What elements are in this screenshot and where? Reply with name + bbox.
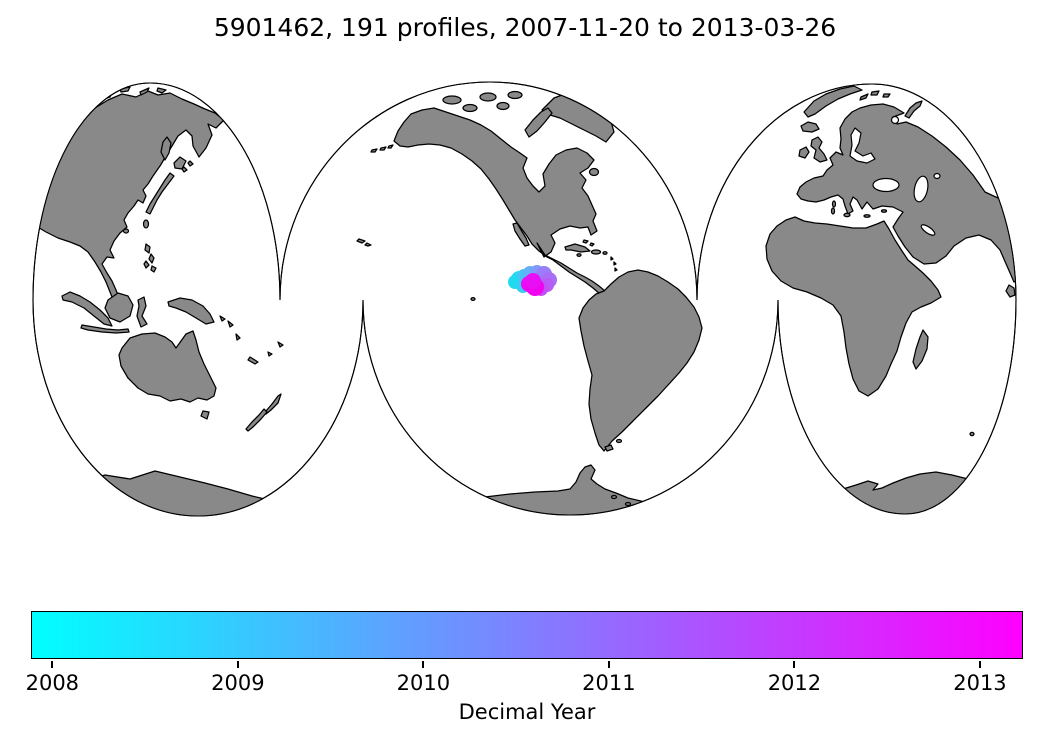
land-galapagos (470, 296, 476, 302)
colorbar-tick-label: 2010 (396, 671, 451, 695)
land-lesser-antilles (610, 256, 618, 272)
land-arctic-island-2 (462, 103, 478, 113)
land-philippines (143, 243, 157, 273)
land-hawaii (356, 238, 372, 247)
land-hainan (122, 228, 130, 234)
colorbar-tick-label: 2009 (211, 671, 265, 695)
land-arctic-island-1 (442, 95, 462, 105)
land-greenland-east-sliver (803, 85, 863, 118)
land-fiji-newcaledonia (247, 341, 284, 365)
land-hokkaido (173, 156, 187, 170)
land-aleutians (370, 144, 394, 153)
land-arctic-asia-islands (102, 86, 167, 100)
sea-overlays (849, 115, 941, 236)
land-bahamas (582, 239, 595, 247)
land-borneo (104, 292, 134, 323)
colorbar-tick-label: 2008 (25, 671, 80, 695)
colorbar-axis-label: Decimal Year (458, 700, 596, 724)
land-madagascar (912, 329, 929, 370)
colorbar (31, 611, 1023, 659)
white-sea (890, 115, 900, 125)
profile-dot (525, 273, 541, 289)
land-corsica (831, 200, 837, 208)
profile-dots (508, 265, 557, 296)
land-africa (765, 216, 942, 397)
colorbar-tick-mark (793, 661, 796, 668)
colorbar-tick-mark (607, 661, 610, 668)
colorbar-tick-mark (236, 661, 239, 668)
colorbar-tick-label: 2011 (582, 671, 636, 695)
colorbar-tick-mark (51, 661, 54, 668)
colorbar-tick-mark (422, 661, 425, 668)
land-hispaniola (590, 249, 602, 255)
baltic-sea (849, 127, 876, 164)
land-tierra-del-fuego (604, 444, 614, 452)
land-baja-california (512, 222, 530, 247)
land-sakhalin (160, 136, 172, 161)
land-java (80, 324, 130, 334)
aral-sea (933, 172, 941, 180)
black-sea (872, 177, 900, 193)
land-cuba (564, 243, 591, 253)
land-north-america (393, 107, 606, 295)
land-puerto-rico (602, 251, 608, 255)
land-taiwan (142, 219, 150, 229)
land-arctic-island-5 (507, 90, 523, 100)
land-japan (145, 172, 175, 215)
colorbar-tick-mark (978, 661, 981, 668)
persian-gulf (920, 224, 936, 236)
page-title: 5901462, 191 profiles, 2007-11-20 to 201… (213, 13, 837, 42)
caspian-sea (913, 175, 929, 203)
land-antarctic-islet-2 (624, 501, 632, 507)
land-crete (863, 214, 871, 218)
land-novaya-zemlya (904, 100, 923, 119)
land-svalbard (859, 90, 891, 101)
land-sri-lanka (1005, 284, 1016, 298)
land-sardinia (830, 207, 836, 215)
land-newfoundland (588, 167, 600, 177)
land-tasmania (200, 410, 210, 420)
land-cyprus (880, 209, 888, 213)
land-baffin-island (524, 107, 553, 138)
colorbar-ticks: 2008 2009 2010 2011 2012 2013 (26, 661, 1023, 703)
land-antarctic-islet-1 (610, 494, 618, 500)
land-sumatra (61, 291, 113, 327)
land-kuril-islands (181, 160, 194, 173)
land-britain (810, 136, 828, 163)
land-falklands (615, 438, 623, 444)
land-ireland (798, 146, 810, 159)
colorbar-tick-label: 2012 (767, 671, 822, 695)
land-solomons (219, 315, 241, 341)
land-sicily (843, 212, 851, 218)
land-new-zealand-south (245, 408, 268, 432)
land-arctic-island-4 (496, 101, 510, 111)
land-iceland (800, 121, 820, 133)
land-new-guinea (167, 297, 215, 325)
land-australia (118, 330, 217, 403)
land-group (35, 85, 1016, 516)
land-jamaica (576, 253, 582, 257)
land-new-zealand-north (265, 393, 282, 415)
land-kerguelen (969, 431, 975, 437)
land-asia (35, 90, 225, 303)
map-outline-top (32, 81, 1017, 517)
land-arctic-island-3 (479, 92, 497, 102)
colorbar-tick-label: 2013 (953, 671, 1007, 695)
land-south-america (578, 269, 703, 452)
land-sulawesi (136, 296, 148, 328)
